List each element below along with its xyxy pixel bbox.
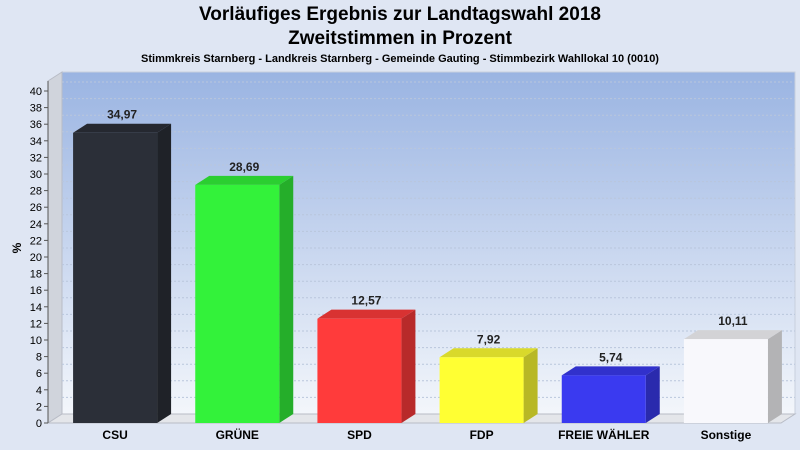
bar-value-label: 12,57 — [351, 294, 381, 308]
bar-grüne: 28,69 — [195, 160, 294, 423]
bar-front — [683, 339, 768, 423]
y-axis-label: % — [10, 242, 24, 253]
y-tick-label: 30 — [30, 169, 42, 181]
y-tick-label: 2 — [36, 401, 42, 413]
bar-side — [401, 309, 416, 423]
plot-back-wall — [61, 71, 796, 415]
bar-value-label: 34,97 — [107, 108, 137, 122]
bar-side — [157, 123, 172, 424]
y-tick-label: 26 — [30, 202, 42, 214]
y-tick-label: 4 — [36, 385, 42, 397]
bar-side — [645, 366, 660, 423]
y-tick-label: 0 — [36, 418, 42, 430]
y-tick-label: 28 — [30, 186, 42, 198]
y-tick-label: 24 — [30, 219, 42, 231]
y-tick-label: 6 — [36, 368, 42, 380]
bar-value-label: 5,74 — [599, 350, 623, 364]
plot-side-wall — [47, 71, 63, 424]
bar-csu: 34,97 — [73, 108, 172, 424]
bar-top — [439, 348, 538, 358]
y-tick-label: 38 — [30, 103, 42, 115]
x-tick-label: FREIE WÄHLER — [558, 427, 650, 442]
bar-value-label: 10,11 — [718, 314, 748, 328]
bar-top — [195, 175, 294, 185]
bar-front — [73, 132, 158, 423]
bar-value-label: 28,69 — [229, 160, 259, 174]
y-tick-label: 10 — [30, 335, 42, 347]
y-tick-label: 22 — [30, 235, 42, 247]
bar-top — [73, 123, 172, 133]
bar-side — [523, 348, 538, 423]
bar-value-label: 7,92 — [477, 332, 501, 346]
chart-caption: Stimmkreis Starnberg - Landkreis Starnbe… — [141, 53, 659, 65]
x-tick-label: CSU — [102, 428, 127, 442]
y-tick-label: 32 — [30, 152, 42, 164]
bar-fdp: 7,92 — [439, 332, 538, 423]
x-tick-label: GRÜNE — [216, 427, 259, 442]
bar-front — [561, 375, 646, 423]
y-tick-label: 40 — [30, 86, 42, 98]
bar-top — [561, 366, 660, 376]
y-tick-label: 14 — [30, 302, 42, 314]
x-tick-label: Sonstige — [701, 428, 752, 442]
y-tick-label: 36 — [30, 119, 42, 131]
y-tick-label: 16 — [30, 285, 42, 297]
bar-freie-wähler: 5,74 — [561, 350, 660, 423]
chart-subtitle: Zweitstimmen in Prozent — [288, 28, 512, 49]
bar-front — [195, 184, 280, 423]
y-tick-label: 12 — [30, 318, 42, 330]
bar-top — [683, 330, 782, 340]
bar-front — [439, 357, 524, 423]
bar-front — [317, 318, 402, 423]
y-tick-label: 20 — [30, 252, 42, 264]
bar-side — [279, 175, 294, 423]
chart-title: Vorläufiges Ergebnis zur Landtagswahl 20… — [199, 4, 601, 25]
bar-side — [767, 330, 782, 423]
y-tick-label: 8 — [36, 352, 42, 364]
y-tick-label: 18 — [30, 269, 42, 281]
bar-sonstige: 10,11 — [683, 314, 782, 423]
bar-spd: 12,57 — [317, 294, 416, 423]
y-tick-label: 34 — [30, 136, 42, 148]
bar-top — [317, 309, 416, 319]
x-tick-label: SPD — [347, 428, 372, 442]
x-tick-label: FDP — [470, 428, 494, 442]
